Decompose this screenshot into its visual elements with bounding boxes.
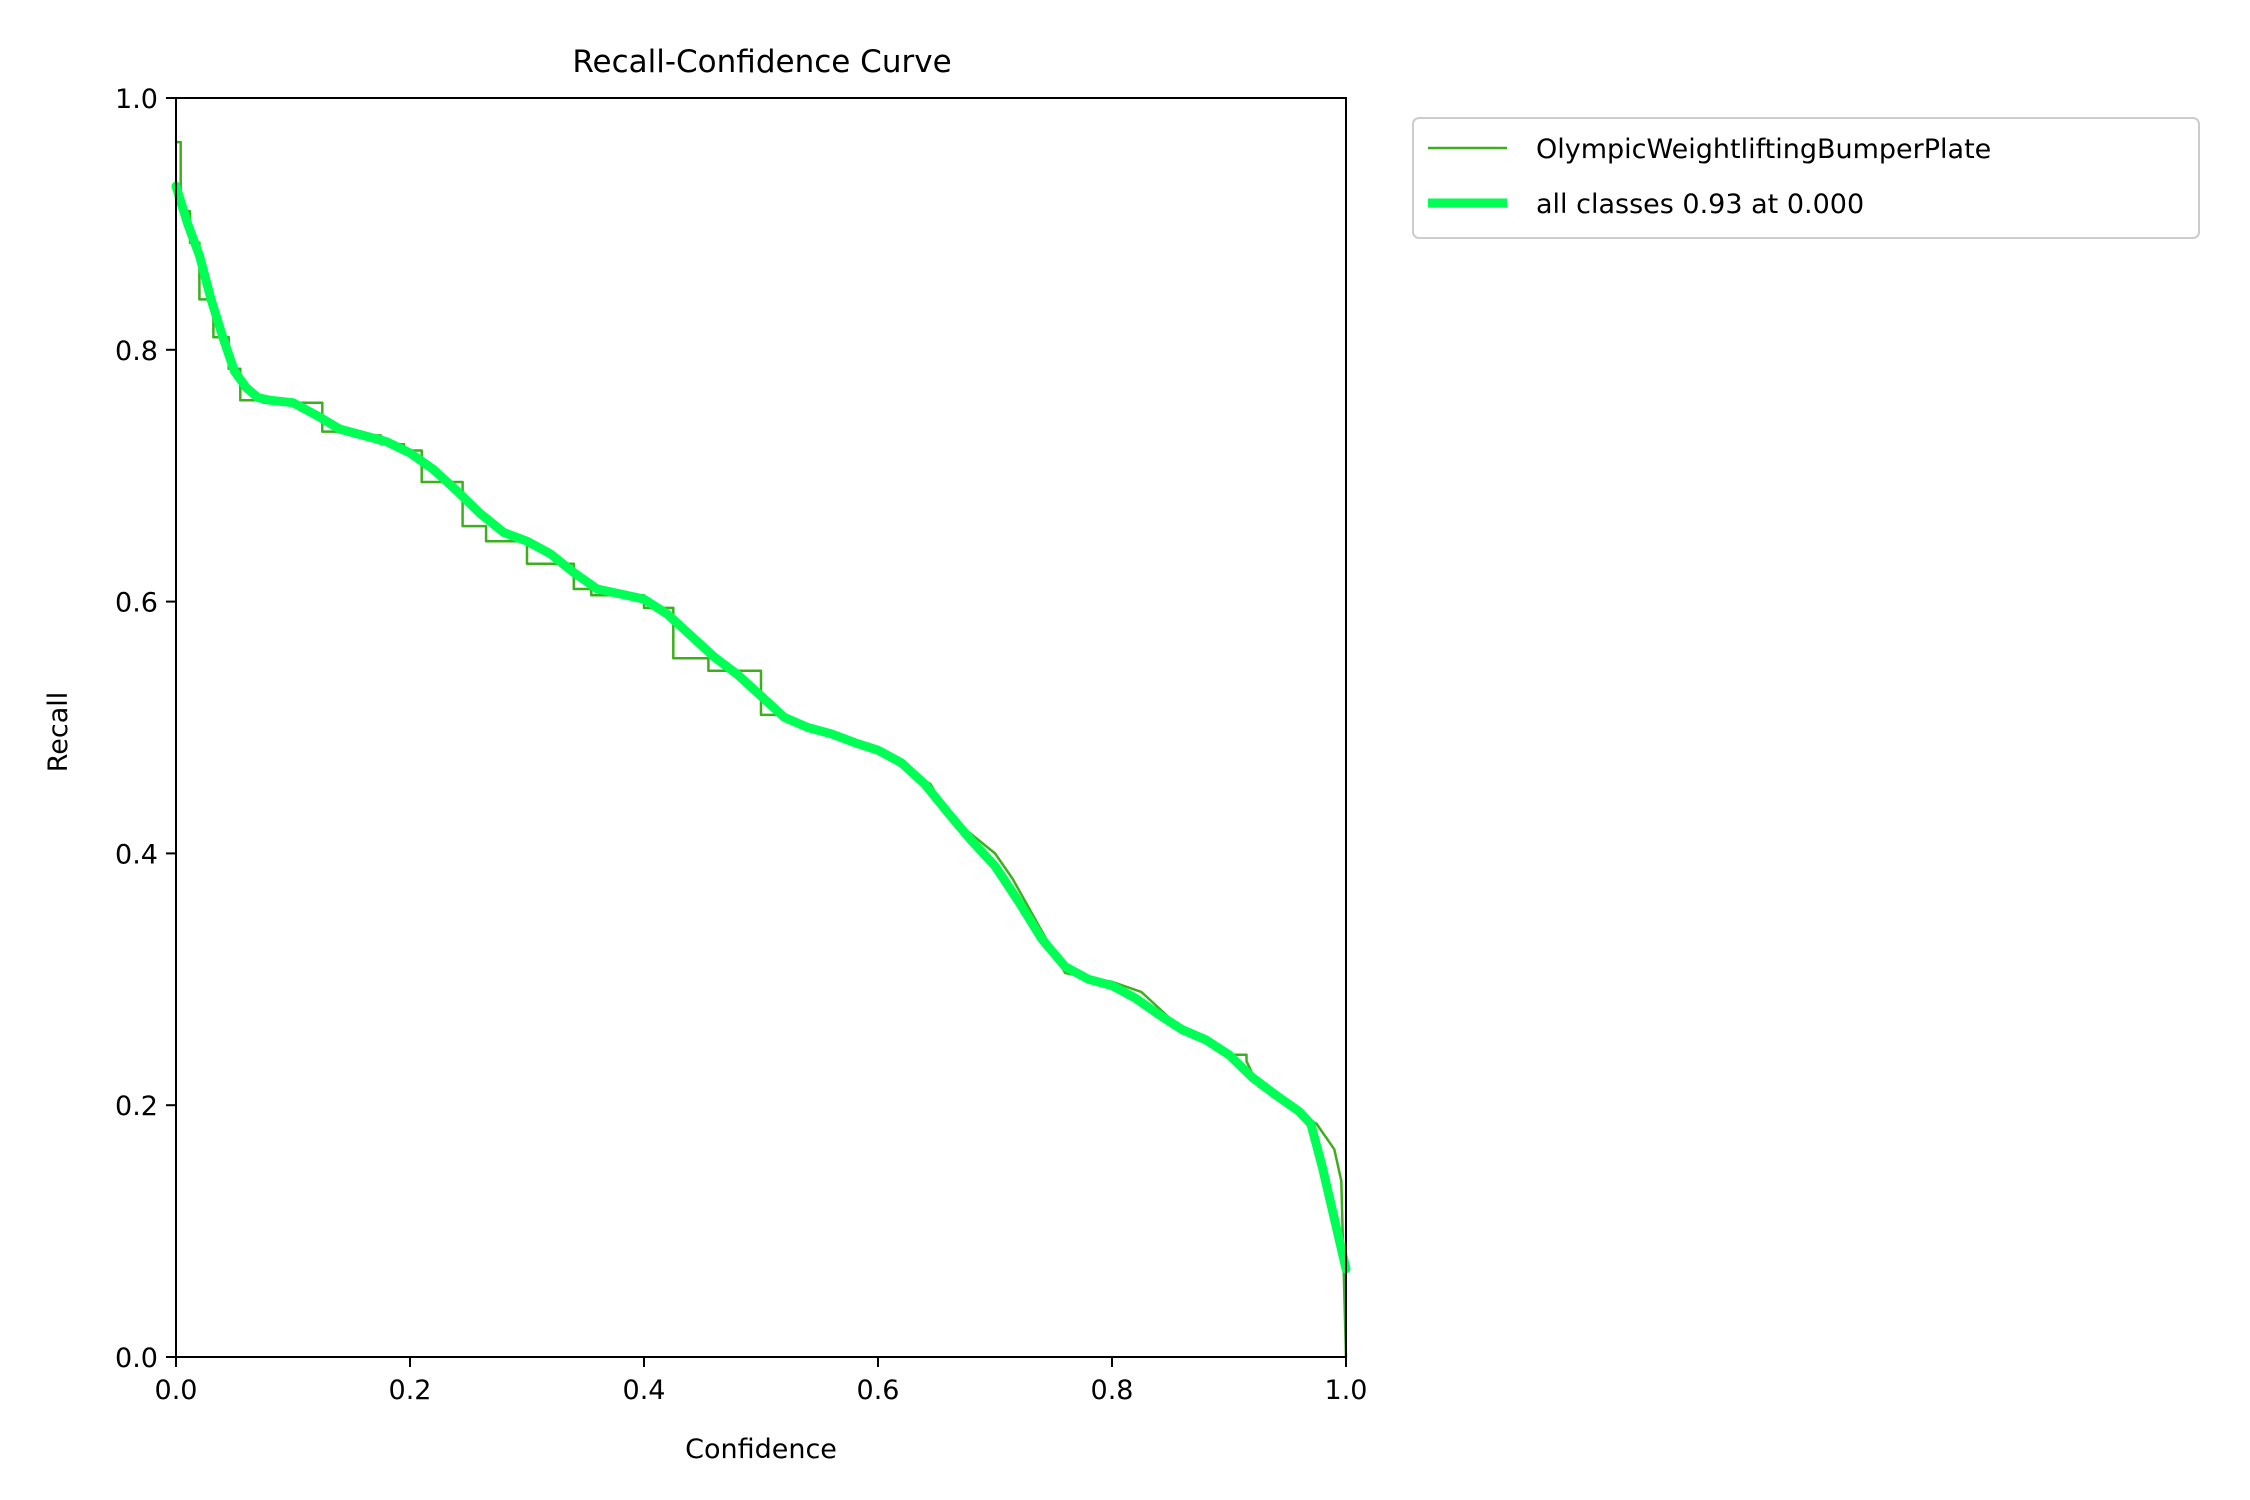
x-tick-label: 1.0 — [1325, 1375, 1368, 1406]
x-tick-label: 0.6 — [857, 1375, 900, 1406]
legend-label-class: OlympicWeightliftingBumperPlate — [1536, 134, 1991, 165]
series-line-class — [174, 140, 1348, 1359]
x-tick-label: 0.2 — [389, 1375, 432, 1406]
plot-frame — [175, 97, 1347, 1358]
legend-label-all-classes: all classes 0.93 at 0.000 — [1536, 189, 1864, 220]
y-tick-label: 0.2 — [115, 1091, 158, 1122]
x-tick-label: 0.8 — [1091, 1375, 1134, 1406]
y-tick-label: 0.6 — [115, 588, 158, 619]
chart-title: Recall-Confidence Curve — [572, 44, 951, 80]
y-tick-label: 1.0 — [115, 84, 158, 115]
plot-lines — [171, 140, 1351, 1359]
x-tick-label: 0.4 — [623, 1375, 666, 1406]
legend-box — [1412, 117, 2200, 239]
y-tick-label: 0.4 — [115, 839, 158, 870]
y-axis-label: Recall — [43, 692, 74, 773]
series-line-all-classes — [171, 181, 1351, 1274]
y-axis-ticks: 0.0 0.2 0.4 0.6 0.8 1.0 — [115, 84, 176, 1374]
legend: OlympicWeightliftingBumperPlate all clas… — [1412, 117, 2200, 239]
y-tick-label: 0.0 — [115, 1343, 158, 1374]
x-tick-label: 0.0 — [155, 1375, 198, 1406]
y-tick-label: 0.8 — [115, 336, 158, 367]
x-axis-label: Confidence — [685, 1434, 837, 1465]
x-axis-ticks: 0.0 0.2 0.4 0.6 0.8 1.0 — [155, 1357, 1368, 1406]
